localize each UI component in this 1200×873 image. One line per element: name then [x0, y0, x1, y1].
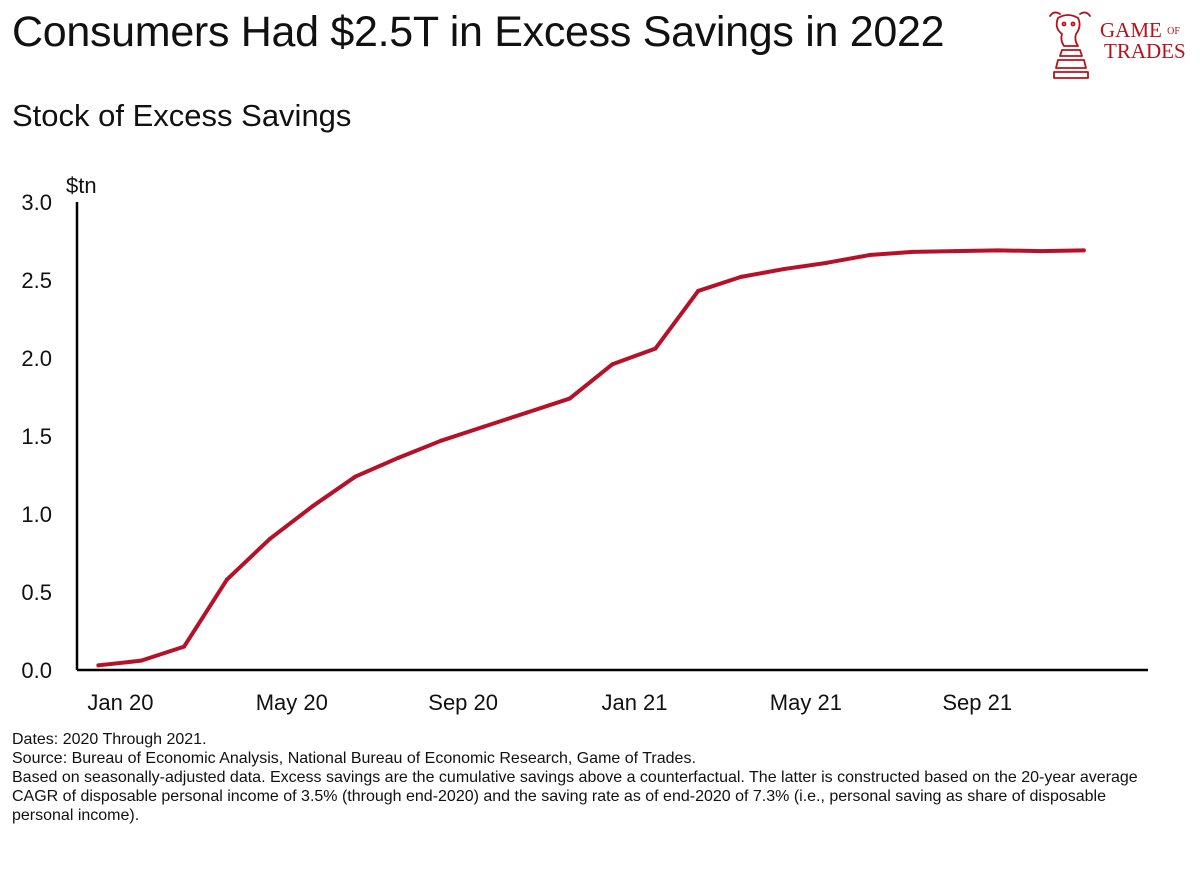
- data-point: [910, 249, 915, 254]
- data-point: [653, 346, 658, 351]
- footnote-source: Source: Bureau of Economic Analysis, Nat…: [12, 750, 696, 767]
- x-tick-label: May 20: [256, 690, 328, 715]
- x-axis-ticks: Jan 20 May 20 Sep 20 Jan 21 May 21 Sep 21: [87, 690, 1012, 715]
- x-tick-label: Jan 20: [87, 690, 153, 715]
- line-chart: $tn 0.0 0.5 1.0 1.5 2.0 2.5 3.0 Jan 20 May 20 Se…: [21, 173, 1148, 715]
- series-points: [96, 248, 1086, 668]
- data-point: [610, 362, 615, 367]
- data-point: [953, 249, 958, 254]
- data-point: [224, 577, 229, 582]
- data-point: [696, 288, 701, 293]
- data-point: [524, 410, 529, 415]
- x-tick-label: Sep 20: [428, 690, 498, 715]
- data-point: [481, 424, 486, 429]
- logo-word-game: GAME: [1100, 18, 1162, 42]
- data-point: [824, 260, 829, 265]
- y-tick-label: 3.0: [21, 190, 52, 215]
- logo-word-trades: TRADES: [1104, 39, 1186, 63]
- logo-word-of: OF: [1167, 26, 1180, 38]
- data-point: [867, 253, 872, 258]
- footnote-dates: Dates: 2020 Through 2021.: [12, 731, 207, 748]
- y-tick-label: 1.5: [21, 424, 52, 449]
- y-axis-unit-label: $tn: [66, 173, 97, 198]
- data-point: [567, 396, 572, 401]
- series-line-excess-savings: [96, 248, 1086, 668]
- data-point: [182, 644, 187, 649]
- y-axis-ticks: 0.0 0.5 1.0 1.5 2.0 2.5 3.0: [21, 190, 52, 683]
- data-point: [310, 504, 315, 509]
- game-of-trades-logo: GAME OF TRADES: [1040, 6, 1190, 86]
- data-point: [139, 658, 144, 663]
- data-point: [439, 438, 444, 443]
- footnotes: Dates: 2020 Through 2021. Source: Bureau…: [12, 730, 1142, 825]
- data-point: [267, 536, 272, 541]
- x-tick-label: Sep 21: [942, 690, 1012, 715]
- y-tick-label: 0.5: [21, 580, 52, 605]
- x-tick-label: May 21: [770, 690, 842, 715]
- y-tick-label: 1.0: [21, 502, 52, 527]
- data-point: [1038, 249, 1043, 254]
- data-point: [996, 248, 1001, 253]
- logo-wordmark: GAME OF TRADES: [1100, 20, 1186, 62]
- data-point: [396, 455, 401, 460]
- data-point: [353, 474, 358, 479]
- page-title: Consumers Had $2.5T in Excess Savings in…: [12, 8, 945, 56]
- bull-chess-knight-icon: [1049, 11, 1091, 79]
- data-point: [739, 274, 744, 279]
- chart-subtitle: Stock of Excess Savings: [12, 98, 352, 133]
- y-tick-label: 0.0: [21, 658, 52, 683]
- y-tick-label: 2.0: [21, 346, 52, 371]
- data-point: [1081, 248, 1086, 253]
- x-tick-label: Jan 21: [601, 690, 667, 715]
- y-tick-label: 2.5: [21, 268, 52, 293]
- data-point: [781, 267, 786, 272]
- footnote-methodology: Based on seasonally-adjusted data. Exces…: [12, 769, 1138, 824]
- data-point: [96, 663, 101, 668]
